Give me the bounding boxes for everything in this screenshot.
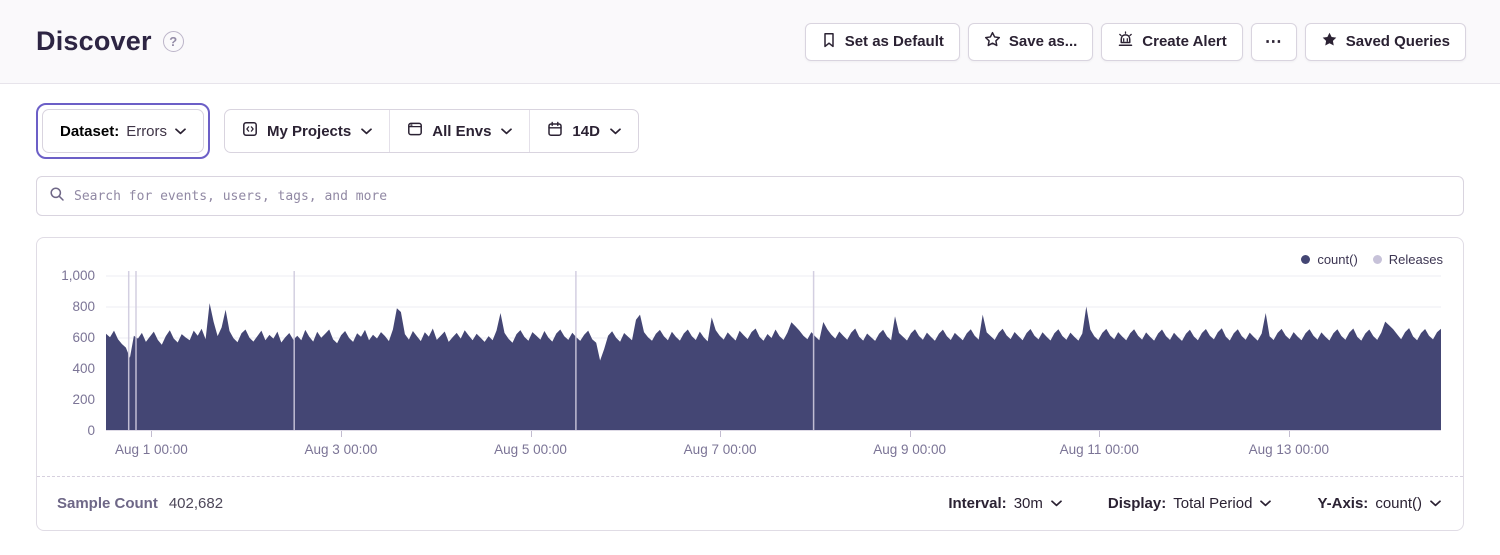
x-axis-tick <box>530 431 532 437</box>
calendar-icon <box>547 121 563 141</box>
dataset-value: Errors <box>126 122 168 140</box>
x-axis-tick <box>720 431 722 437</box>
help-icon[interactable]: ? <box>162 31 184 52</box>
x-axis-tick-label: Aug 7 00:00 <box>683 442 757 457</box>
yaxis-value: count() <box>1375 495 1422 512</box>
x-axis-tick-label: Aug 13 00:00 <box>1248 442 1329 457</box>
chart-footer: Sample Count 402,682 Interval: 30m Displ… <box>37 476 1463 530</box>
search-bar <box>36 176 1464 216</box>
create-alert-button[interactable]: Create Alert <box>1101 22 1243 61</box>
chevron-down-icon <box>361 127 373 135</box>
header-actions: Set as Default Save as... Create Alert ⋯ <box>804 22 1466 61</box>
legend-item-count[interactable]: count() <box>1301 252 1358 267</box>
legend-count-label: count() <box>1317 252 1358 267</box>
chart-footer-controls: Interval: 30m Display: Total Period Y-Ax… <box>948 495 1441 512</box>
y-axis-tick-label: 600 <box>72 330 95 345</box>
chart-panel: count() Releases 0 200 400 600 800 1,000 Aug … <box>36 237 1464 531</box>
set-as-default-label: Set as Default <box>844 33 944 50</box>
legend-releases-label: Releases <box>1388 252 1443 267</box>
filter-bar: Dataset: Errors My Projects <box>36 103 639 159</box>
chevron-down-icon <box>610 127 621 135</box>
chevron-down-icon <box>1260 500 1272 507</box>
projects-label: My Projects <box>267 122 352 140</box>
chart-legend: count() Releases <box>1301 252 1443 267</box>
star-outline-icon <box>984 31 1001 52</box>
x-axis-tick-label: Aug 1 00:00 <box>114 442 188 457</box>
projects-dropdown[interactable]: My Projects <box>225 110 389 152</box>
x-axis-tick <box>1288 431 1290 437</box>
environments-label: All Envs <box>432 122 492 140</box>
sample-count-label: Sample Count <box>57 495 158 512</box>
window-icon <box>407 121 423 141</box>
saved-queries-label: Saved Queries <box>1345 33 1450 50</box>
save-as-label: Save as... <box>1008 33 1078 50</box>
chart-plot-area[interactable] <box>106 271 1441 431</box>
bookmark-icon <box>821 32 837 52</box>
legend-releases-dot <box>1372 255 1382 264</box>
y-axis-tick-label: 800 <box>72 299 95 314</box>
set-as-default-button[interactable]: Set as Default <box>804 22 960 61</box>
date-range-dropdown[interactable]: 14D <box>529 110 638 152</box>
count-area-chart <box>106 271 1441 431</box>
page-title: Discover <box>36 26 152 56</box>
chevron-down-icon <box>175 127 186 135</box>
sample-count-value: 402,682 <box>168 495 224 512</box>
dataset-highlight-ring: Dataset: Errors <box>36 103 211 159</box>
y-axis-tick-label: 1,000 <box>61 268 95 283</box>
display-value: Total Period <box>1173 495 1253 512</box>
display-dropdown[interactable]: Display: Total Period <box>1108 495 1272 512</box>
interval-label: Interval: <box>948 495 1007 512</box>
x-axis-tick <box>1099 431 1101 437</box>
x-axis-tick-label: Aug 9 00:00 <box>873 442 947 457</box>
dataset-label: Dataset: <box>60 122 120 140</box>
interval-value: 30m <box>1013 495 1043 512</box>
chevron-down-icon <box>1051 500 1062 507</box>
y-axis-tick-label: 0 <box>87 423 95 438</box>
x-axis-labels: Aug 1 00:00 Aug 3 00:00 Aug 5 00:00 Aug 7 0… <box>106 442 1441 460</box>
create-alert-label: Create Alert <box>1142 33 1227 50</box>
legend-item-releases[interactable]: Releases <box>1372 252 1443 267</box>
dataset-dropdown[interactable]: Dataset: Errors <box>42 109 205 153</box>
chevron-down-icon <box>501 127 513 135</box>
x-axis-tick-label: Aug 5 00:00 <box>494 442 567 457</box>
search-icon <box>49 186 65 207</box>
saved-queries-button[interactable]: Saved Queries <box>1304 22 1466 61</box>
interval-dropdown[interactable]: Interval: 30m <box>948 495 1062 512</box>
page-filter-group: My Projects All Envs <box>224 109 639 153</box>
chevron-down-icon <box>1430 500 1441 507</box>
legend-count-dot <box>1301 255 1311 264</box>
date-range-label: 14D <box>572 122 600 140</box>
y-axis-tick-label: 200 <box>72 392 95 407</box>
x-axis-tick-label: Aug 11 00:00 <box>1059 442 1139 457</box>
x-axis-tick-label: Aug 3 00:00 <box>304 442 378 457</box>
environments-dropdown[interactable]: All Envs <box>389 110 529 152</box>
x-axis-tick <box>151 431 153 437</box>
y-axis-labels: 0 200 400 600 800 1,000 <box>37 268 95 438</box>
yaxis-label: Y-Axis: <box>1317 495 1369 512</box>
x-axis-tick <box>340 431 342 437</box>
yaxis-dropdown[interactable]: Y-Axis: count() <box>1317 495 1441 512</box>
siren-icon <box>1117 31 1134 52</box>
ellipsis-icon: ⋯ <box>1264 31 1283 51</box>
display-label: Display: <box>1107 495 1167 512</box>
search-input[interactable] <box>74 188 1451 204</box>
x-axis-ticks <box>106 431 1441 437</box>
more-options-button[interactable]: ⋯ <box>1250 22 1297 61</box>
page-header: Discover ? Set as Default Save as... <box>0 0 1500 84</box>
x-axis-tick <box>909 431 911 437</box>
save-as-button[interactable]: Save as... <box>967 22 1094 61</box>
project-icon <box>242 121 258 141</box>
y-axis-tick-label: 400 <box>72 361 95 376</box>
star-filled-icon <box>1321 31 1338 52</box>
